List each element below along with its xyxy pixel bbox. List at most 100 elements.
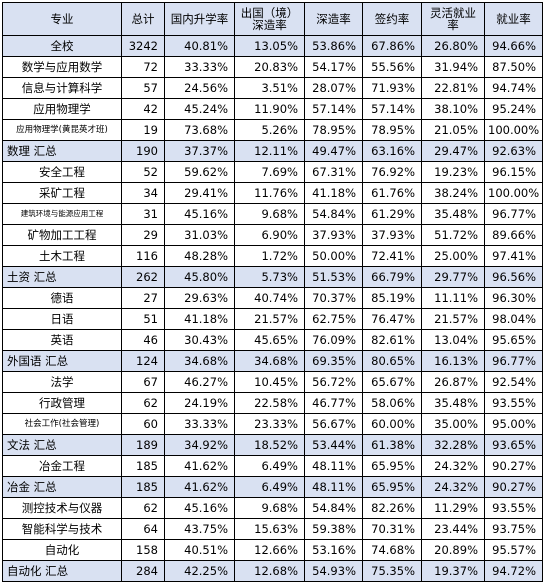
flexible-rate-cell: 51.72% bbox=[421, 224, 485, 246]
major-cell: 建筑环境与能源应用工程 bbox=[2, 203, 122, 225]
employment-rate-cell: 97.41% bbox=[484, 245, 543, 267]
major-cell: 测控技术与仪器 bbox=[2, 497, 122, 519]
employment-rate-cell: 95.65% bbox=[484, 329, 543, 351]
flexible-rate-cell: 21.57% bbox=[421, 308, 485, 330]
contract-rate-cell: 80.65% bbox=[362, 350, 422, 372]
domestic-rate-cell: 29.63% bbox=[164, 287, 235, 309]
header-domestic-rate: 国内升学率 bbox=[164, 2, 235, 36]
further-study-rate-cell: 50.00% bbox=[304, 245, 363, 267]
table-row: 日语 51 41.18% 21.57% 62.75% 76.47% 21.57% 98.04% bbox=[2, 308, 543, 330]
employment-rate-cell: 100.00% bbox=[484, 182, 543, 204]
contract-rate-cell: 74.68% bbox=[362, 539, 422, 561]
major-cell: 全校 bbox=[2, 35, 122, 57]
employment-rate-cell: 93.75% bbox=[484, 518, 543, 540]
major-cell: 日语 bbox=[2, 308, 122, 330]
further-study-rate-cell: 56.72% bbox=[304, 371, 363, 393]
header-contract-rate: 签约率 bbox=[362, 2, 422, 36]
domestic-rate-cell: 34.92% bbox=[164, 434, 235, 456]
employment-rate-cell: 94.72% bbox=[484, 560, 543, 582]
contract-rate-cell: 76.47% bbox=[362, 308, 422, 330]
abroad-rate-cell: 12.66% bbox=[234, 539, 305, 561]
further-study-rate-cell: 41.18% bbox=[304, 182, 363, 204]
employment-rate-cell: 93.55% bbox=[484, 497, 543, 519]
further-study-rate-cell: 53.86% bbox=[304, 35, 363, 57]
abroad-rate-cell: 34.68% bbox=[234, 350, 305, 372]
major-cell: 行政管理 bbox=[2, 392, 122, 414]
domestic-rate-cell: 41.62% bbox=[164, 476, 235, 498]
domestic-rate-cell: 45.24% bbox=[164, 98, 235, 120]
further-study-rate-cell: 48.11% bbox=[304, 476, 363, 498]
flexible-rate-cell: 35.48% bbox=[421, 203, 485, 225]
contract-rate-cell: 61.38% bbox=[362, 434, 422, 456]
domestic-rate-cell: 40.81% bbox=[164, 35, 235, 57]
flexible-rate-cell: 29.77% bbox=[421, 266, 485, 288]
abroad-rate-cell: 1.72% bbox=[234, 245, 305, 267]
flexible-rate-cell: 19.23% bbox=[421, 161, 485, 183]
further-study-rate-cell: 48.11% bbox=[304, 455, 363, 477]
table-row: 冶金工程 185 41.62% 6.49% 48.11% 65.95% 24.32% 90.2… bbox=[2, 455, 543, 477]
domestic-rate-cell: 31.03% bbox=[164, 224, 235, 246]
domestic-rate-cell: 48.28% bbox=[164, 245, 235, 267]
major-cell: 法学 bbox=[2, 371, 122, 393]
contract-rate-cell: 58.06% bbox=[362, 392, 422, 414]
further-study-rate-cell: 54.93% bbox=[304, 560, 363, 582]
domestic-rate-cell: 41.62% bbox=[164, 455, 235, 477]
table-row: 行政管理 62 24.19% 22.58% 46.77% 58.06% 35.48% 93.5… bbox=[2, 392, 543, 414]
header-row: 专业 总计 国内升学率 出国（境）深造率 深造率 签约率 灵活就业率 就业率 bbox=[2, 2, 543, 36]
total-cell: 185 bbox=[121, 476, 165, 498]
further-study-rate-cell: 54.17% bbox=[304, 56, 363, 78]
table-row: 自动化 158 40.51% 12.66% 53.16% 74.68% 20.89% 95.5… bbox=[2, 539, 543, 561]
abroad-rate-cell: 12.68% bbox=[234, 560, 305, 582]
employment-rate-cell: 96.77% bbox=[484, 203, 543, 225]
flexible-rate-cell: 16.13% bbox=[421, 350, 485, 372]
major-cell: 智能科学与技术 bbox=[2, 518, 122, 540]
header-major: 专业 bbox=[2, 2, 122, 36]
table-row: 信息与计算科学 57 24.56% 3.51% 28.07% 71.93% 22.81% 94… bbox=[2, 77, 543, 99]
table-row: 应用物理学(黄昆英才班) 19 73.68% 5.26% 78.95% 78.95% 21.… bbox=[2, 119, 543, 141]
contract-rate-cell: 61.29% bbox=[362, 203, 422, 225]
abroad-rate-cell: 22.58% bbox=[234, 392, 305, 414]
contract-rate-cell: 67.86% bbox=[362, 35, 422, 57]
domestic-rate-cell: 45.16% bbox=[164, 497, 235, 519]
flexible-rate-cell: 25.00% bbox=[421, 245, 485, 267]
abroad-rate-cell: 10.45% bbox=[234, 371, 305, 393]
summary-row: 外国语 汇总 124 34.68% 34.68% 69.35% 80.65% 16.13% 9… bbox=[2, 350, 543, 372]
domestic-rate-cell: 33.33% bbox=[164, 56, 235, 78]
flexible-rate-cell: 26.80% bbox=[421, 35, 485, 57]
employment-rate-cell: 90.27% bbox=[484, 455, 543, 477]
total-cell: 27 bbox=[121, 287, 165, 309]
domestic-rate-cell: 43.75% bbox=[164, 518, 235, 540]
domestic-rate-cell: 29.41% bbox=[164, 182, 235, 204]
flexible-rate-cell: 35.00% bbox=[421, 413, 485, 435]
major-cell: 矿物加工工程 bbox=[2, 224, 122, 246]
employment-rate-cell: 98.04% bbox=[484, 308, 543, 330]
abroad-rate-cell: 12.11% bbox=[234, 140, 305, 162]
flexible-rate-cell: 31.94% bbox=[421, 56, 485, 78]
abroad-rate-cell: 7.69% bbox=[234, 161, 305, 183]
domestic-rate-cell: 37.37% bbox=[164, 140, 235, 162]
employment-rate-cell: 96.77% bbox=[484, 350, 543, 372]
further-study-rate-cell: 67.31% bbox=[304, 161, 363, 183]
further-study-rate-cell: 53.44% bbox=[304, 434, 363, 456]
flexible-rate-cell: 23.44% bbox=[421, 518, 485, 540]
flexible-rate-cell: 22.81% bbox=[421, 77, 485, 99]
total-cell: 189 bbox=[121, 434, 165, 456]
major-cell: 安全工程 bbox=[2, 161, 122, 183]
summary-row: 自动化 汇总 284 42.25% 12.68% 54.93% 75.35% 19.37% 9… bbox=[2, 560, 543, 582]
total-cell: 67 bbox=[121, 371, 165, 393]
employment-rate-cell: 94.74% bbox=[484, 77, 543, 99]
total-cell: 124 bbox=[121, 350, 165, 372]
employment-rate-cell: 89.66% bbox=[484, 224, 543, 246]
summary-row: 冶金 汇总 185 41.62% 6.49% 48.11% 65.95% 24.32% 90.… bbox=[2, 476, 543, 498]
flexible-rate-cell: 11.29% bbox=[421, 497, 485, 519]
further-study-rate-cell: 57.14% bbox=[304, 98, 363, 120]
contract-rate-cell: 85.19% bbox=[362, 287, 422, 309]
employment-rate-cell: 93.65% bbox=[484, 434, 543, 456]
major-cell: 外国语 汇总 bbox=[2, 350, 122, 372]
abroad-rate-cell: 45.65% bbox=[234, 329, 305, 351]
further-study-rate-cell: 46.77% bbox=[304, 392, 363, 414]
major-cell: 数学与应用数学 bbox=[2, 56, 122, 78]
major-cell: 英语 bbox=[2, 329, 122, 351]
total-cell: 72 bbox=[121, 56, 165, 78]
table-row: 数学与应用数学 72 33.33% 20.83% 54.17% 55.56% 31.94% 8… bbox=[2, 56, 543, 78]
